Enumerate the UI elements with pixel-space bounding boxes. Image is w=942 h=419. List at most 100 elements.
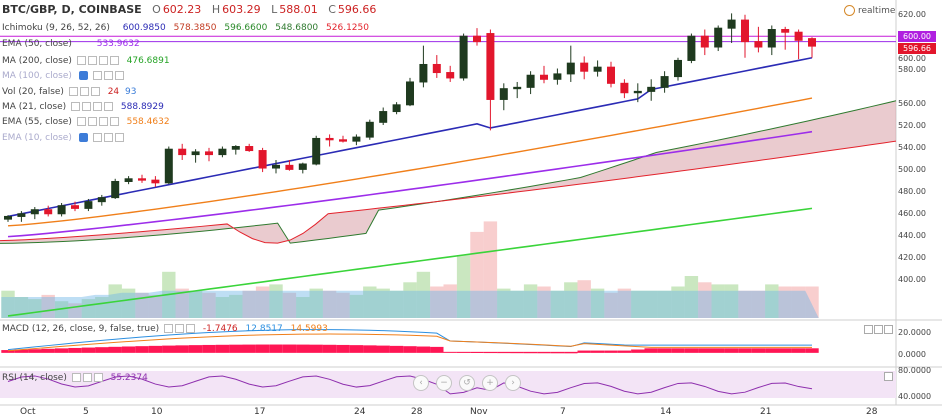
macd-histogram-bar <box>644 348 658 353</box>
zoom-out-button[interactable]: − <box>436 375 452 391</box>
macd-hist-value: 14.5993 <box>290 324 328 334</box>
legend-vol[interactable]: Vol (20, false) 24 93 <box>2 86 136 98</box>
candle-body <box>97 197 106 203</box>
time-axis-label: 5 <box>83 407 89 417</box>
rsi-axis-label: 80.0000 <box>898 366 932 375</box>
candle-body <box>312 137 321 165</box>
volume-bar <box>738 290 752 318</box>
volume-bar <box>564 282 578 318</box>
zoom-in-button[interactable]: + <box>482 375 498 391</box>
macd-histogram-bar <box>456 351 471 353</box>
legend-ma100[interactable]: MA (100, close) <box>2 70 124 82</box>
candle-body <box>258 150 267 169</box>
volume-bar <box>416 271 431 318</box>
settings-box-icon[interactable] <box>90 87 100 96</box>
settings-box-icon[interactable] <box>164 324 174 333</box>
candle-body <box>593 66 602 72</box>
realtime-status[interactable]: realtime <box>844 5 895 16</box>
candle-body <box>71 205 79 209</box>
candle-body <box>580 62 589 72</box>
settings-box-icon[interactable] <box>71 102 81 111</box>
settings-box-icon[interactable] <box>76 117 86 126</box>
macd-histogram-bar <box>684 348 699 353</box>
settings-box-icon[interactable] <box>76 56 86 65</box>
candle-body <box>633 90 642 94</box>
settings-box-icon[interactable] <box>92 133 102 142</box>
settings-box-icon[interactable] <box>87 56 97 65</box>
legend-ma21[interactable]: MA (21, close) 588.8929 <box>2 101 164 113</box>
settings-box-icon[interactable] <box>186 324 196 333</box>
price-axis-label: 600.00 <box>898 54 926 63</box>
settings-box-icon[interactable] <box>82 102 92 111</box>
settings-box-icon[interactable] <box>104 102 114 111</box>
legend-rsi[interactable]: RSI (14, close) 55.2374 <box>2 372 148 384</box>
legend-ichimoku[interactable]: Ichimoku (9, 26, 52, 26) 600.9850 578.38… <box>2 22 369 34</box>
ema55-value: 558.4632 <box>126 117 170 127</box>
legend-ma200[interactable]: MA (200, close) 476.6891 <box>2 55 170 67</box>
legend-ema55[interactable]: EMA (55, close) 558.4632 <box>2 116 170 128</box>
settings-box-icon[interactable] <box>93 373 103 382</box>
settings-box-icon[interactable] <box>114 133 124 142</box>
settings-box-icon[interactable] <box>175 324 185 333</box>
settings-box-icon[interactable] <box>79 87 89 96</box>
open-value: 602.23 <box>162 3 202 16</box>
time-axis-label: 21 <box>760 407 772 417</box>
scroll-left-button[interactable]: ‹ <box>413 375 429 391</box>
settings-box-icon[interactable] <box>98 56 108 65</box>
settings-box-icon[interactable] <box>68 87 78 96</box>
settings-box-icon[interactable] <box>71 373 81 382</box>
macd-histogram-bar <box>577 350 591 353</box>
legend-ema10[interactable]: EMA (10, close) <box>2 132 124 144</box>
settings-box-icon[interactable] <box>93 102 103 111</box>
pane-settings-icon[interactable] <box>884 325 893 334</box>
price-tag-last: 596.66 <box>898 43 936 54</box>
macd-histogram-bar <box>791 348 806 353</box>
legend-macd[interactable]: MACD (12, 26, close, 9, false, true) -1.… <box>2 323 328 335</box>
price-axis-label: 420.00 <box>898 253 926 262</box>
pane-settings-icon[interactable] <box>884 372 893 381</box>
scroll-right-button[interactable]: › <box>505 375 521 391</box>
volume-bar <box>778 286 792 318</box>
candle-body <box>44 209 53 215</box>
volume-bar <box>537 286 551 318</box>
symbol-title[interactable]: BTC/GBP, D, COINBASE <box>2 3 142 16</box>
settings-box-icon[interactable] <box>109 117 119 126</box>
candle-body <box>767 29 776 48</box>
candle-body <box>540 74 548 80</box>
settings-box-icon[interactable] <box>82 373 92 382</box>
candle-body <box>660 76 669 88</box>
pane-settings-icon[interactable] <box>864 325 873 334</box>
candle-body <box>191 151 200 156</box>
volume-bar <box>657 290 672 318</box>
settings-box-icon[interactable] <box>98 117 108 126</box>
settings-box-icon[interactable] <box>109 56 119 65</box>
legend-ema50[interactable]: EMA (50, close) 533.9632 <box>2 38 140 50</box>
candle-body <box>553 73 562 80</box>
volume-bar <box>1 290 15 318</box>
candle-body <box>808 38 816 47</box>
settings-box-icon[interactable] <box>87 117 97 126</box>
macd-histogram-bar <box>631 349 645 353</box>
volume-bar <box>443 284 457 318</box>
settings-box-icon[interactable] <box>114 71 124 80</box>
volume-bar <box>765 284 779 318</box>
reset-button[interactable]: ↺ <box>459 375 475 391</box>
ema10-name: EMA (10, close) <box>2 133 72 143</box>
ma200-value: 476.6891 <box>126 56 170 66</box>
volume-bar <box>430 286 444 318</box>
visibility-icon[interactable] <box>78 71 88 80</box>
visibility-icon[interactable] <box>78 133 88 142</box>
settings-box-icon[interactable] <box>103 71 113 80</box>
macd-histogram-bar <box>202 344 216 353</box>
ema50-name: EMA (50, close) <box>2 39 72 49</box>
rsi-name: RSI (14, close) <box>2 373 67 383</box>
macd-histogram-bar <box>430 346 444 353</box>
settings-box-icon[interactable] <box>92 71 102 80</box>
candle-body <box>486 33 495 100</box>
pane-settings-icon[interactable] <box>874 325 883 334</box>
candle-body <box>406 81 414 106</box>
candle-body <box>339 139 347 142</box>
ichimoku-name: Ichimoku (9, 26, 52, 26) <box>2 23 110 33</box>
settings-box-icon[interactable] <box>103 133 113 142</box>
